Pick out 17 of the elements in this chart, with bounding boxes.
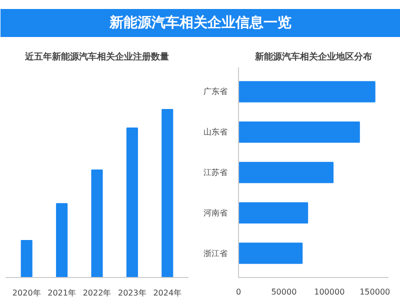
x-tick-label: 2023年: [118, 288, 146, 298]
y-tick-label: 山东省: [204, 128, 228, 137]
x-tick-label: 0: [236, 288, 242, 296]
chart-title: 近五年新能源汽车相关企业注册数量: [24, 52, 169, 62]
x-tick-label: 100000: [314, 288, 345, 296]
x-tick-label: 50000: [271, 288, 297, 296]
y-tick-label: 江苏省: [204, 168, 228, 177]
y-tick-label: 浙江省: [204, 248, 228, 258]
chart-title: 新能源汽车相关企业地区分布: [254, 52, 372, 62]
y-tick-label: 广东省: [204, 87, 228, 96]
x-tick-label: 2020年: [12, 288, 41, 298]
x-tick-label: 150000: [360, 288, 390, 296]
text: 新能源汽车相关企业信息一览: [108, 14, 292, 31]
x-tick-label: 2022年: [82, 288, 112, 298]
x-tick-label: 2021年: [48, 288, 76, 298]
y-tick-label: 河南省: [204, 208, 228, 218]
x-tick-label: 2024年: [153, 288, 182, 298]
